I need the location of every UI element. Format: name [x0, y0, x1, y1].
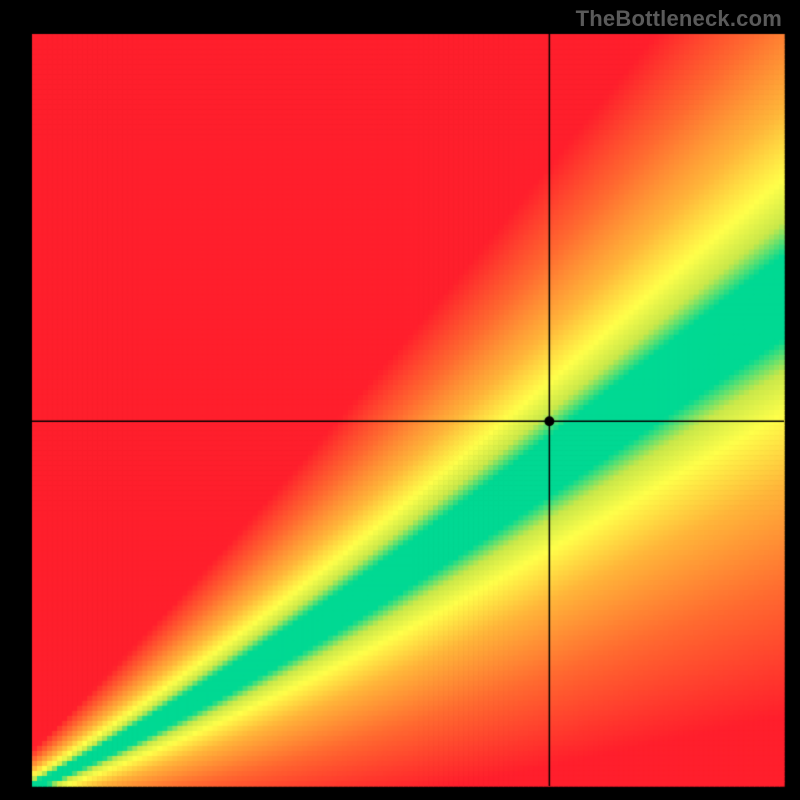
bottleneck-heatmap — [0, 0, 800, 800]
watermark-text: TheBottleneck.com — [576, 6, 782, 32]
